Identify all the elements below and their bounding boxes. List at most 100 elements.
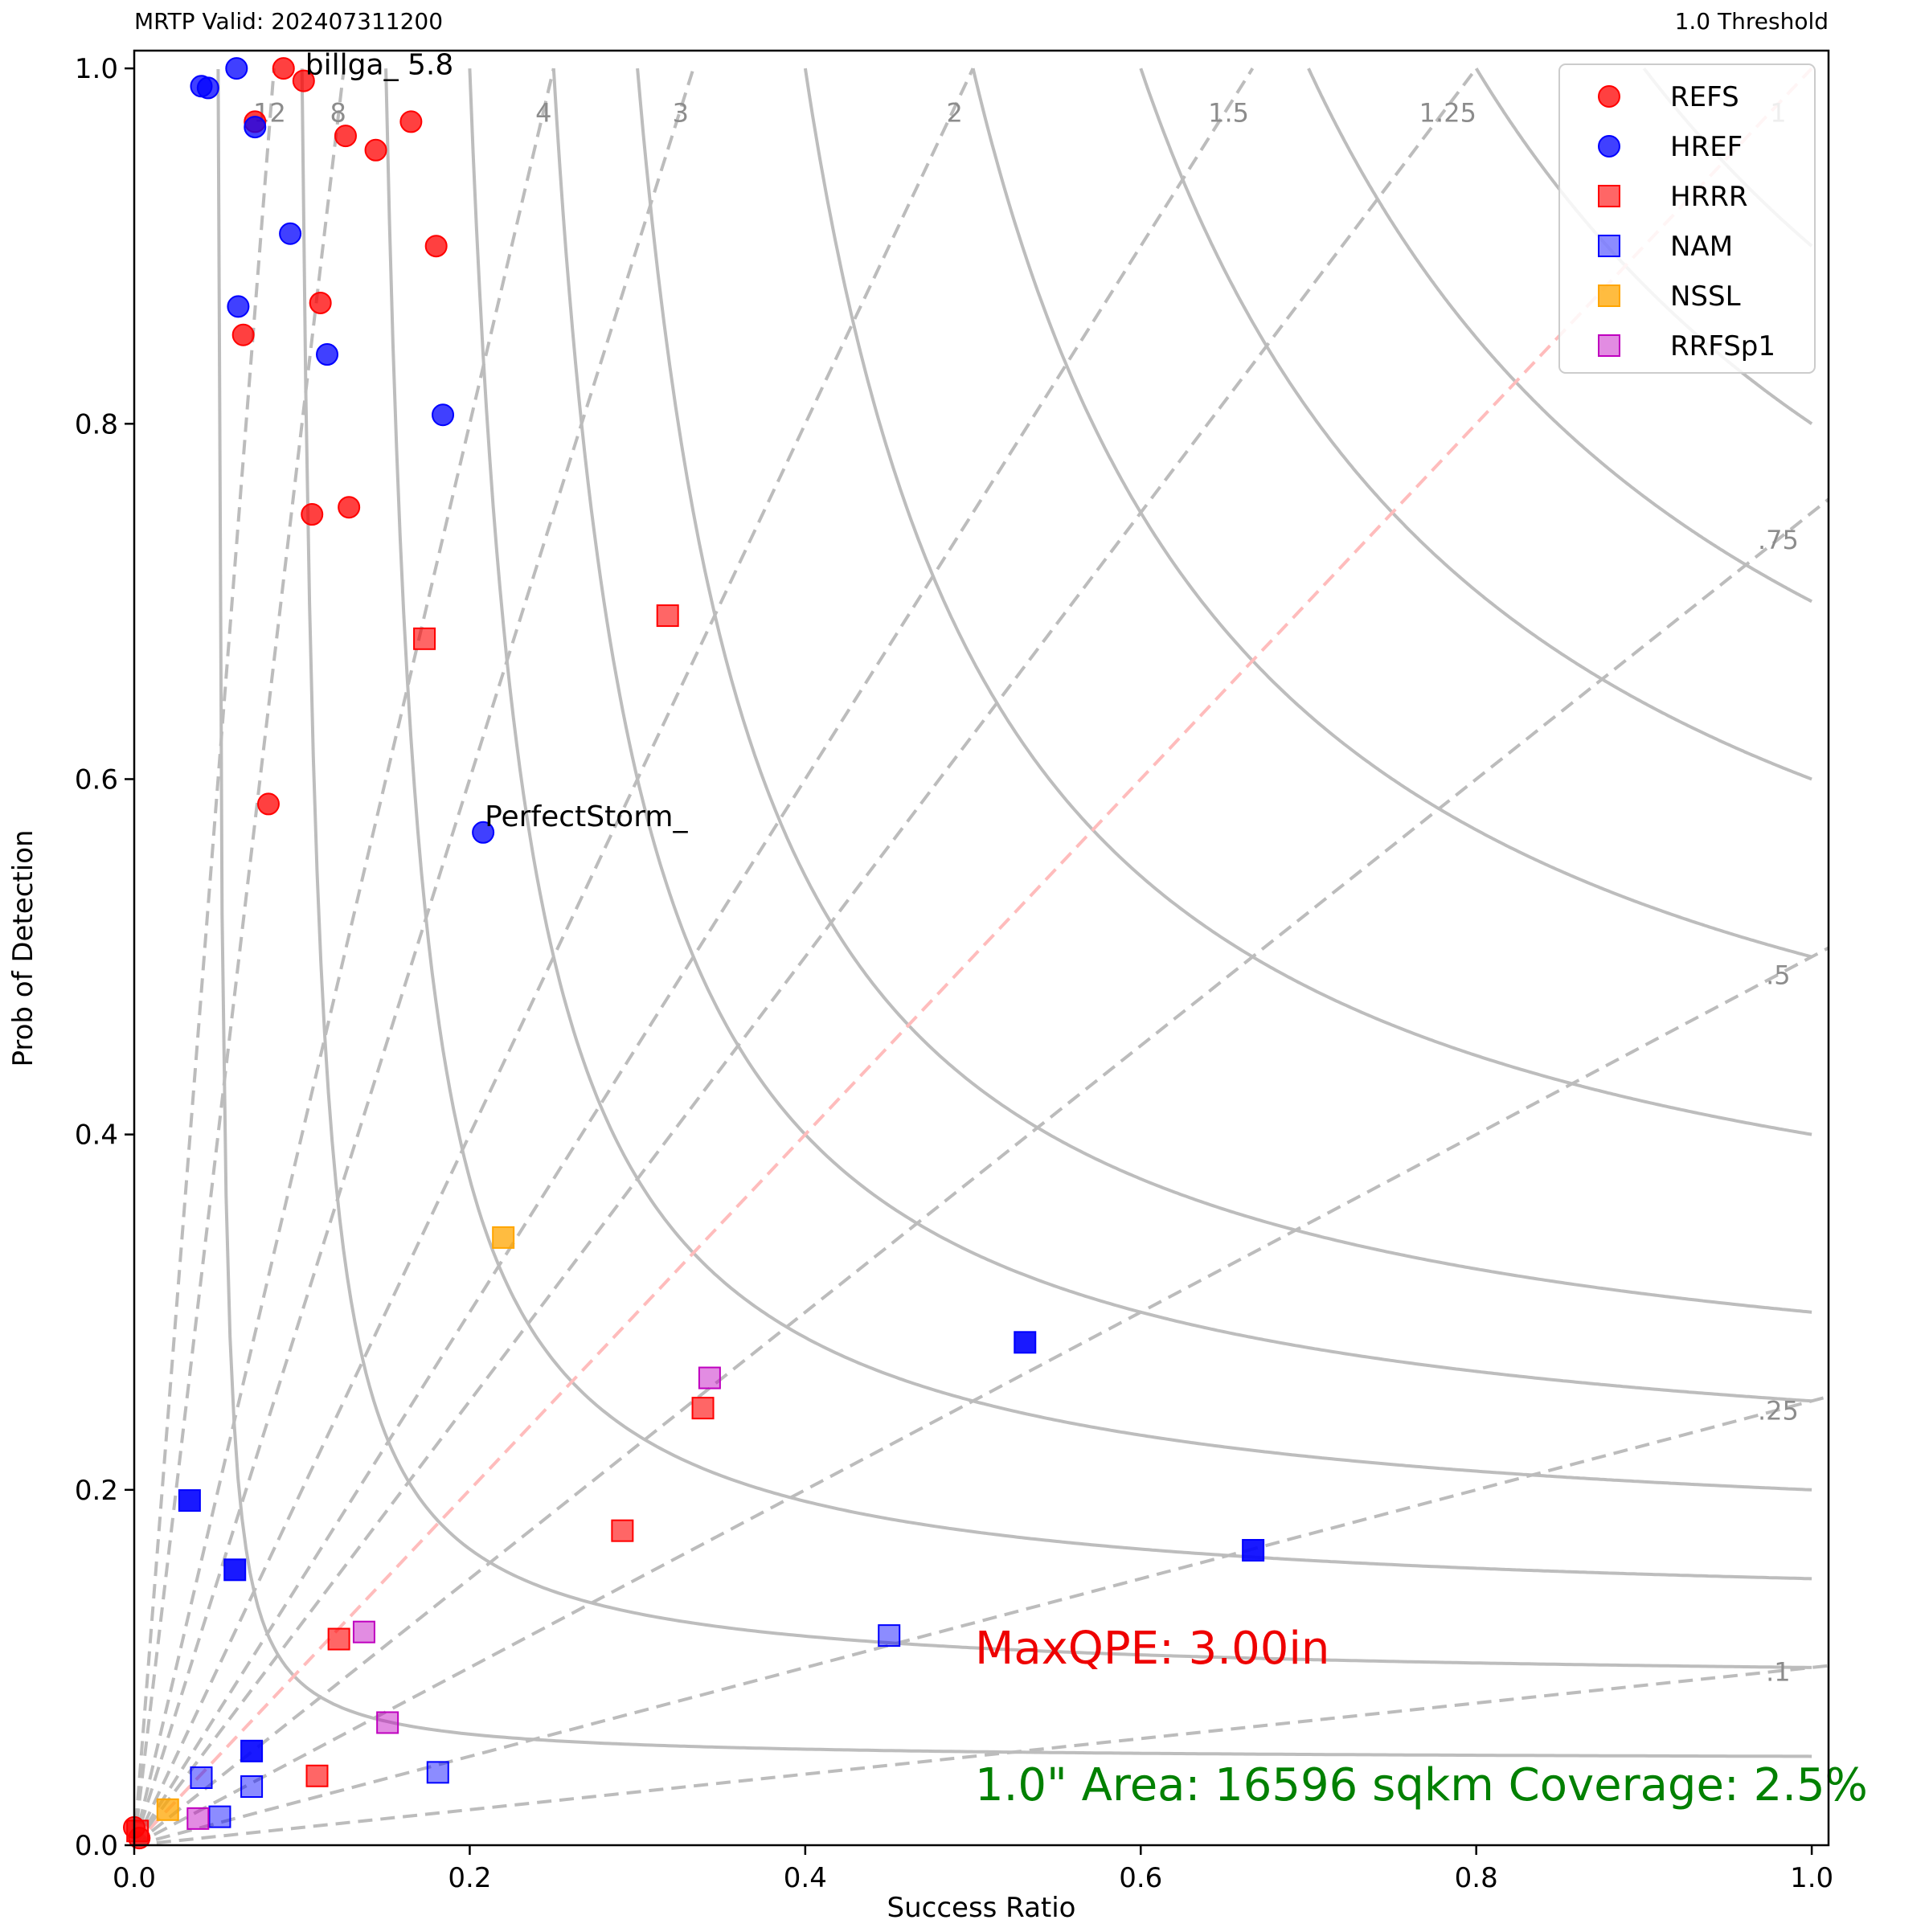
x-tick-label: 0.0 bbox=[113, 1862, 156, 1894]
point-nam bbox=[878, 1624, 901, 1648]
point-rrfsp1 bbox=[698, 1366, 721, 1390]
legend-label: RRFSp1 bbox=[1670, 330, 1775, 362]
legend-marker bbox=[1598, 135, 1620, 158]
y-tick-label: 0.0 bbox=[75, 1830, 118, 1862]
point-nssl bbox=[156, 1798, 179, 1821]
point-href bbox=[196, 76, 219, 100]
point-hrrr bbox=[611, 1519, 634, 1542]
point-refs bbox=[334, 125, 357, 148]
point-href bbox=[316, 343, 339, 366]
legend-frame bbox=[1558, 63, 1816, 374]
legend-marker bbox=[1598, 235, 1620, 257]
bias-line bbox=[133, 68, 695, 1846]
bias-line bbox=[133, 497, 1830, 1847]
x-axis-title: Success Ratio bbox=[887, 1892, 1076, 1924]
point-hrrr bbox=[413, 627, 436, 650]
point-label: PerfectStorm_ bbox=[485, 800, 688, 833]
bias-label: .25 bbox=[1758, 1395, 1799, 1426]
csi-contour bbox=[971, 68, 1812, 959]
point-refs bbox=[231, 323, 255, 346]
csi-contour bbox=[1139, 68, 1812, 781]
point-href bbox=[1014, 1331, 1037, 1354]
bias-label: 2 bbox=[947, 97, 963, 128]
x-tick-label: 0.2 bbox=[448, 1862, 491, 1894]
threshold-label: 1.0 Threshold bbox=[1675, 8, 1829, 35]
point-hrrr bbox=[305, 1764, 329, 1787]
point-rrfsp1 bbox=[186, 1807, 210, 1830]
y-tick-label: 0.8 bbox=[75, 408, 118, 440]
legend: REFS HREF HRRR NAM NSSL RRFSp1 bbox=[1558, 63, 1816, 374]
max-qpe-annotation: MaxQPE: 3.00in bbox=[975, 1623, 1329, 1675]
plot-frame bbox=[133, 49, 1830, 1847]
bias-line bbox=[133, 67, 1813, 1847]
point-hrrr bbox=[327, 1627, 350, 1651]
point-href bbox=[244, 116, 267, 139]
csi-contour bbox=[551, 68, 1812, 1403]
point-refs bbox=[424, 235, 448, 258]
point-refs bbox=[272, 57, 295, 80]
area-coverage-annotation: 1.0" Area: 16596 sqkm Coverage: 2.5% bbox=[975, 1759, 1868, 1811]
csi-contour bbox=[636, 68, 1812, 1314]
legend-marker bbox=[1598, 85, 1620, 108]
point-hrrr bbox=[126, 1819, 149, 1843]
legend-marker bbox=[1598, 284, 1620, 307]
point-refs bbox=[309, 291, 332, 314]
bias-line bbox=[133, 68, 555, 1846]
bias-line bbox=[133, 68, 1255, 1847]
bias-label: 3 bbox=[673, 97, 689, 128]
point-hrrr bbox=[656, 604, 679, 628]
point-labels: billga_ 5.8 PerfectStorm_ bbox=[305, 49, 689, 833]
point-nam bbox=[426, 1761, 449, 1784]
bias-line bbox=[133, 946, 1829, 1847]
y-axis-title: Prob of Detection bbox=[7, 829, 39, 1066]
point-nam bbox=[208, 1805, 231, 1828]
point-refs bbox=[399, 110, 423, 133]
point-href bbox=[279, 222, 302, 245]
point-refs bbox=[256, 792, 280, 816]
legend-marker bbox=[1598, 334, 1620, 357]
y-tick-label: 0.2 bbox=[75, 1475, 118, 1507]
bias-label: .75 bbox=[1758, 525, 1799, 555]
x-tick-label: 0.8 bbox=[1455, 1862, 1498, 1894]
point-refs bbox=[338, 496, 361, 519]
bias-label: 8 bbox=[330, 97, 346, 128]
point-href bbox=[1242, 1538, 1265, 1562]
data-points bbox=[123, 57, 1265, 1850]
bias-label: 1.25 bbox=[1419, 97, 1476, 128]
bias-line bbox=[133, 68, 346, 1846]
legend-label: NAM bbox=[1670, 231, 1733, 263]
legend-label: REFS bbox=[1670, 81, 1739, 113]
csi-contour bbox=[803, 68, 1812, 1136]
point-href bbox=[472, 821, 495, 844]
point-nam bbox=[190, 1766, 213, 1789]
point-nam bbox=[240, 1775, 264, 1799]
csi-contour bbox=[384, 68, 1812, 1581]
point-nssl bbox=[492, 1226, 515, 1249]
point-href bbox=[227, 295, 250, 318]
bias-label: .1 bbox=[1766, 1656, 1791, 1687]
x-tick-label: 0.4 bbox=[784, 1862, 827, 1894]
point-href bbox=[223, 1558, 247, 1582]
bias-label: 1.5 bbox=[1208, 97, 1249, 128]
point-href bbox=[240, 1739, 264, 1762]
legend-marker bbox=[1598, 185, 1620, 207]
point-refs bbox=[292, 69, 315, 92]
point-refs bbox=[364, 138, 387, 162]
csi-contour bbox=[1307, 68, 1813, 604]
bias-label: .5 bbox=[1766, 960, 1791, 991]
point-href bbox=[432, 403, 455, 427]
point-rrfsp1 bbox=[376, 1711, 399, 1734]
y-tick-label: 0.6 bbox=[75, 763, 118, 796]
point-href bbox=[178, 1489, 201, 1512]
axis-ticks: 0.0 0.2 0.4 0.6 0.8 1.0 0.0 0.2 0.4 0.6 0.8 1.0 bbox=[75, 53, 1833, 1894]
y-tick-label: 1.0 bbox=[75, 53, 118, 85]
bias-label: 4 bbox=[535, 97, 551, 128]
valid-time-label: MRTP Valid: 202407311200 bbox=[134, 8, 443, 35]
legend-label: HRRR bbox=[1670, 181, 1747, 213]
x-tick-label: 1.0 bbox=[1790, 1862, 1833, 1894]
point-rrfsp1 bbox=[352, 1620, 375, 1643]
point-hrrr bbox=[691, 1397, 715, 1420]
